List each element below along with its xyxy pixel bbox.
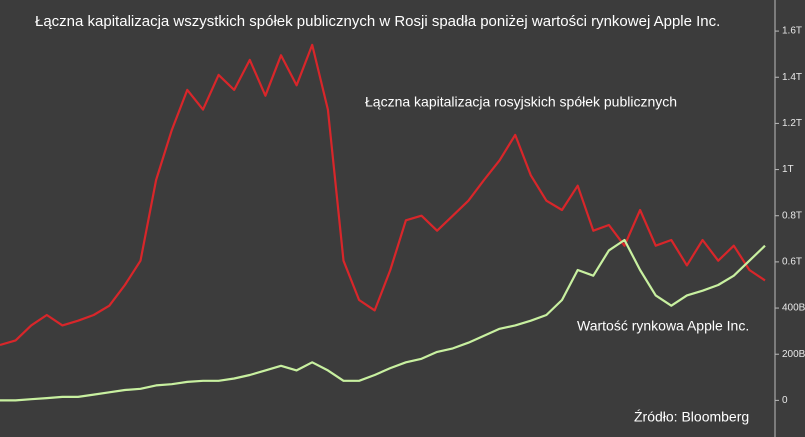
- y-tick-label: 200B: [782, 349, 805, 360]
- y-tick-label: 400B: [782, 303, 805, 314]
- y-tick-label: 1.4T: [782, 72, 802, 83]
- y-tick-label: 0: [782, 395, 788, 406]
- series-line: [0, 238, 766, 402]
- series-line: [0, 43, 766, 347]
- source: Źródło: Bloomberg: [634, 409, 749, 425]
- y-tick-label: 1T: [782, 164, 794, 175]
- series-label: Wartość rynkowa Apple Inc.: [577, 318, 749, 334]
- y-tick-label: 1.2T: [782, 118, 802, 129]
- y-tick-label: 1.6T: [782, 26, 802, 37]
- series-label: Łączna kapitalizacja rosyjskich spółek p…: [365, 94, 677, 110]
- chart-title: Łączna kapitalizacja wszystkich spółek p…: [35, 13, 720, 30]
- y-tick-label: 0.6T: [782, 257, 802, 268]
- y-tick-label: 0.8T: [782, 210, 802, 221]
